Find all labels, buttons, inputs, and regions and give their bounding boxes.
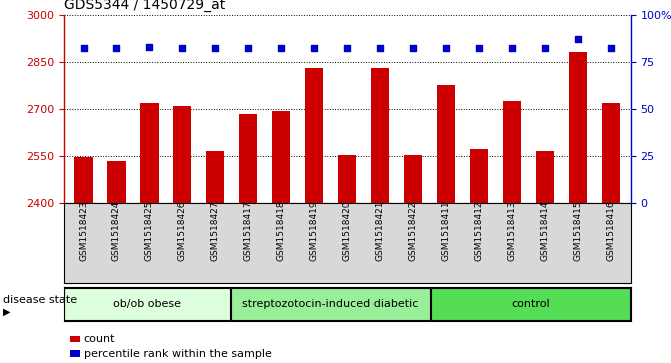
Bar [240, 114, 258, 203]
Point [408, 46, 419, 52]
Point [375, 46, 386, 52]
Bar [470, 149, 488, 203]
Point [309, 46, 319, 52]
Bar [64, 288, 230, 320]
Text: GDS5344 / 1450729_at: GDS5344 / 1450729_at [64, 0, 225, 12]
Text: percentile rank within the sample: percentile rank within the sample [84, 348, 272, 359]
Point [111, 46, 122, 52]
Point [144, 44, 155, 49]
Point [507, 46, 517, 52]
Bar [74, 157, 93, 203]
Point [572, 36, 583, 42]
Point [474, 46, 484, 52]
Bar [231, 288, 430, 320]
Bar [371, 68, 389, 203]
Bar [536, 151, 554, 203]
Bar [140, 103, 158, 203]
Text: count: count [84, 334, 115, 344]
Bar [206, 151, 224, 203]
Bar [338, 155, 356, 203]
Bar [503, 101, 521, 203]
Bar [437, 85, 455, 203]
Text: ▶: ▶ [3, 307, 11, 317]
Point [441, 46, 452, 52]
Bar [272, 111, 291, 203]
Point [276, 46, 287, 52]
Text: streptozotocin-induced diabetic: streptozotocin-induced diabetic [242, 299, 419, 309]
Point [606, 46, 617, 52]
Point [539, 46, 550, 52]
Bar [404, 155, 422, 203]
Bar [305, 68, 323, 203]
Point [177, 46, 188, 52]
Point [243, 46, 254, 52]
Bar [431, 288, 630, 320]
Bar [602, 103, 620, 203]
Text: control: control [511, 299, 550, 309]
Bar [107, 161, 125, 203]
Text: ob/ob obese: ob/ob obese [113, 299, 181, 309]
Point [342, 46, 353, 52]
Bar [569, 52, 587, 203]
Text: disease state: disease state [3, 295, 77, 305]
Point [210, 46, 221, 52]
Point [78, 46, 89, 52]
Bar [173, 106, 191, 203]
